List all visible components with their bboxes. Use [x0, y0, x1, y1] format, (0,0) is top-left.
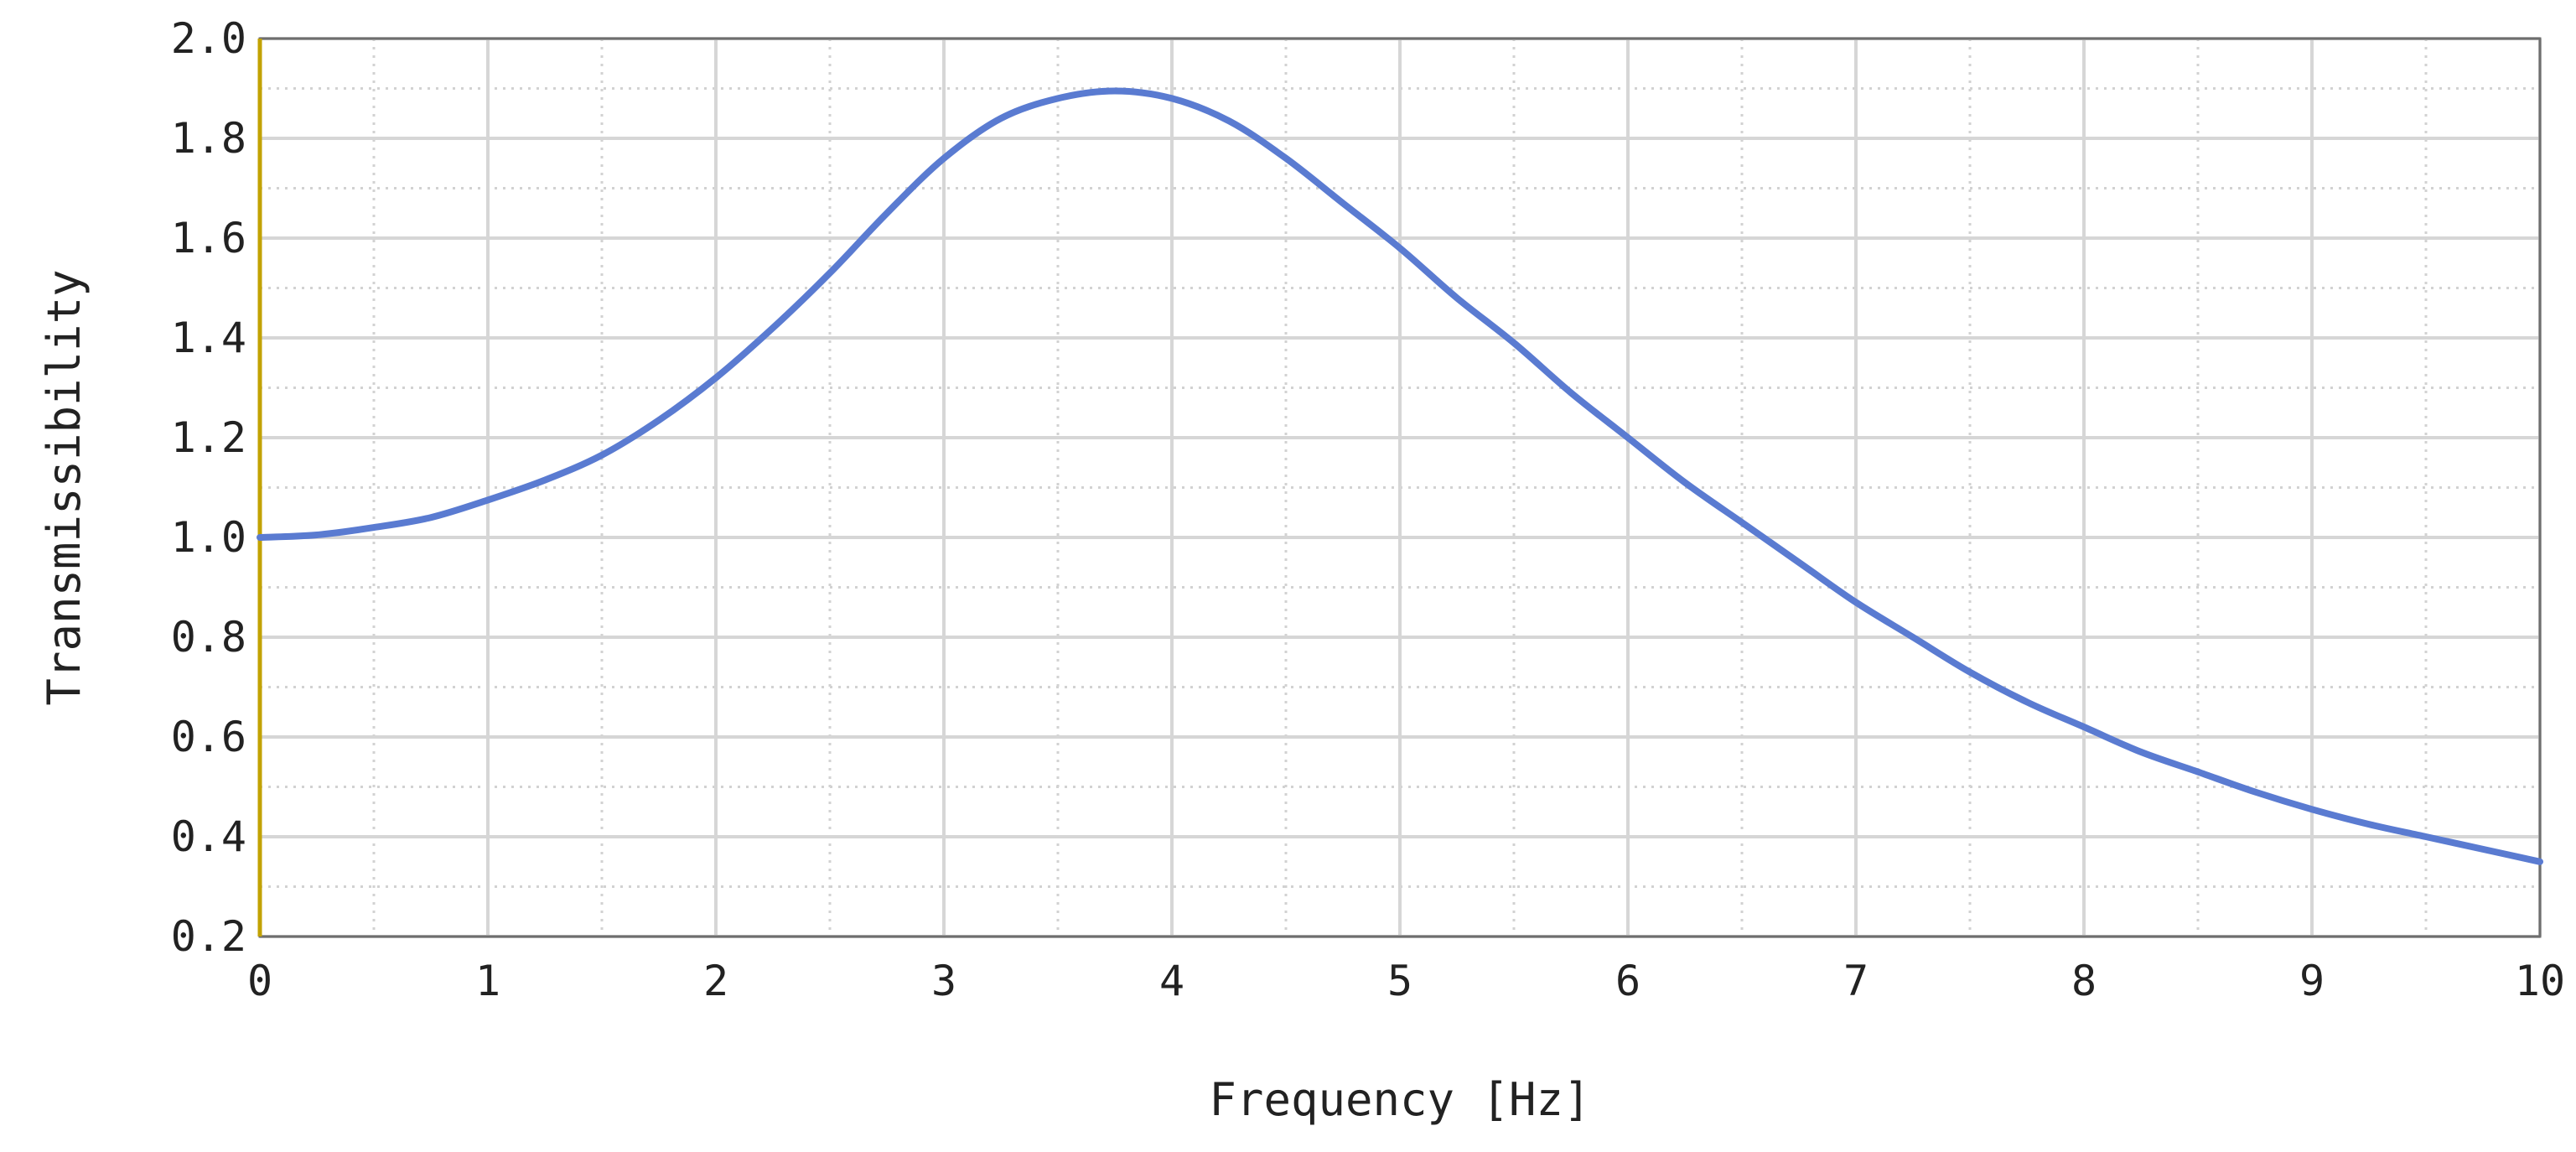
- y-tick-label: 1.6: [171, 214, 246, 262]
- y-tick-label: 0.4: [171, 812, 246, 861]
- y-tick-label: 1.8: [171, 114, 246, 163]
- x-tick-label: 9: [2299, 957, 2325, 1005]
- series-line: [257, 87, 2543, 865]
- y-tick-label: 0.8: [171, 613, 246, 662]
- y-tick-label: 0.6: [171, 713, 246, 761]
- x-tick-label: 6: [1615, 957, 1640, 1005]
- y-tick-label: 0.2: [171, 912, 246, 961]
- series-layer: [257, 87, 2543, 865]
- y-tick-label: 1.2: [171, 413, 246, 462]
- x-tick-label: 0: [247, 957, 272, 1005]
- y-tick-label: 1.4: [171, 314, 246, 362]
- x-tick-label: 2: [703, 957, 728, 1005]
- y-tick-label: 1.0: [171, 513, 246, 562]
- y-tick-labels: 0.2 0.4 0.6 0.8 1.0 1.2 1.4 1.6 1.8 2.0: [171, 14, 246, 961]
- x-tick-label: 1: [475, 957, 500, 1005]
- x-tick-label: 7: [1843, 957, 1869, 1005]
- x-tick-label: 8: [2071, 957, 2097, 1005]
- x-tick-label: 5: [1387, 957, 1412, 1005]
- x-tick-label: 10: [2515, 957, 2565, 1005]
- y-tick-label: 2.0: [171, 14, 246, 63]
- x-axis-title: Frequency [Hz]: [1209, 1073, 1590, 1126]
- y-axis-title: Transmissibility: [38, 269, 91, 705]
- x-tick-label: 3: [931, 957, 956, 1005]
- x-tick-labels: 0 1 2 3 4 5 6 7 8 9 10: [247, 957, 2565, 1005]
- x-tick-label: 4: [1159, 957, 1184, 1005]
